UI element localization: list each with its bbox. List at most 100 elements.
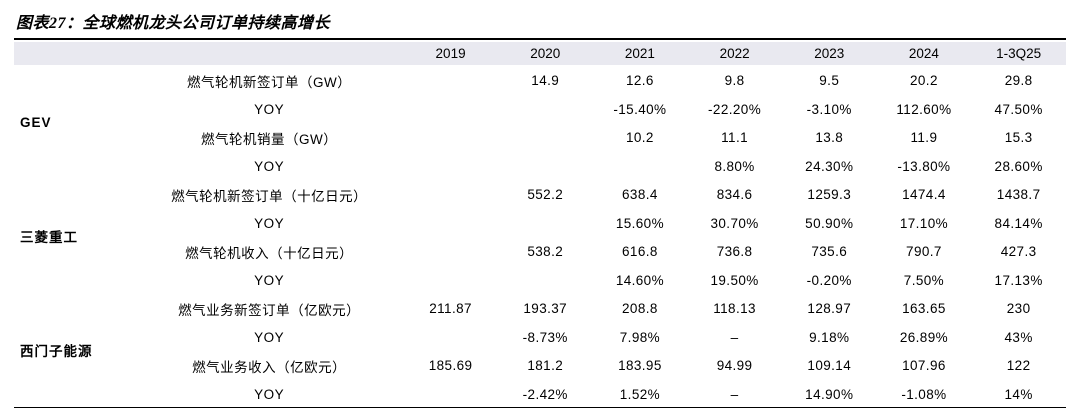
value-cell: 14.60%	[615, 272, 664, 288]
table-row: 燃气轮机收入（十亿日元） 538.2 616.8 736.8 735.6 790.7 427…	[14, 236, 1066, 267]
value-cell	[403, 381, 498, 408]
value-cell: 616.8	[622, 244, 658, 259]
metric-cell: 燃气轮机收入（十亿日元）	[185, 245, 354, 261]
table-row: YOY 8.80% 24.30% -13.80% 28.60%	[14, 153, 1066, 179]
metric-cell: YOY	[254, 386, 285, 402]
value-cell: 84.14%	[994, 215, 1043, 231]
value-cell: -22.20%	[708, 101, 762, 117]
value-cell	[403, 65, 498, 96]
value-cell: –	[730, 329, 739, 345]
metric-cell: YOY	[254, 158, 285, 174]
header-year: 2024	[876, 42, 972, 65]
value-cell: 181.2	[527, 358, 564, 373]
value-cell: 1259.3	[807, 187, 852, 202]
value-cell: 15.60%	[615, 215, 664, 231]
table-row: YOY -15.40% -22.20% -3.10% 112.60% 47.50%	[14, 96, 1066, 122]
value-cell: 26.89%	[899, 329, 949, 345]
value-cell: 163.65	[902, 301, 946, 316]
value-cell: 834.6	[716, 187, 753, 202]
value-cell: 552.2	[527, 187, 564, 202]
value-cell: 538.2	[527, 244, 564, 259]
table-row: YOY -2.42% 1.52% – 14.90% -1.08% 14%	[14, 381, 1066, 408]
value-cell: 230	[1006, 301, 1031, 316]
value-cell: -0.20%	[806, 272, 852, 288]
value-cell: 9.5	[819, 73, 840, 88]
value-cell: -13.80%	[897, 158, 951, 174]
value-cell: -3.10%	[806, 101, 852, 117]
table-row: YOY 15.60% 30.70% 50.90% 17.10% 84.14%	[14, 210, 1066, 236]
value-cell: -8.73%	[522, 329, 568, 345]
value-cell: 1474.4	[902, 187, 946, 202]
value-cell: 1438.7	[996, 187, 1041, 202]
table-row: YOY 14.60% 19.50% -0.20% 7.50% 17.13%	[14, 267, 1066, 293]
value-cell: 10.2	[625, 130, 654, 145]
value-cell: 29.8	[1004, 73, 1033, 88]
table-row: YOY -8.73% 7.98% – 9.18% 26.89% 43%	[14, 324, 1066, 350]
value-cell: 107.96	[902, 358, 946, 373]
company-cell: 西门子能源	[20, 344, 93, 359]
value-cell	[403, 210, 498, 236]
value-cell: 1.52%	[619, 386, 661, 402]
value-cell: 14%	[1004, 386, 1033, 402]
value-cell	[593, 153, 688, 179]
value-cell: 735.6	[811, 244, 848, 259]
metric-cell: 燃气轮机销量（GW）	[200, 131, 338, 147]
value-cell: –	[730, 386, 739, 402]
value-cell: 211.87	[429, 301, 472, 316]
value-cell: 185.69	[428, 358, 473, 373]
value-cell: 208.8	[622, 301, 658, 316]
header-year: 2022	[687, 42, 782, 65]
header-year: 2021	[592, 42, 688, 65]
data-table: 2019 2020 2021 2022 2023 2024 1-3Q25 GEV…	[14, 42, 1066, 408]
value-cell: 28.60%	[994, 158, 1043, 174]
value-cell: 20.2	[909, 73, 938, 88]
value-cell: 112.60%	[896, 101, 952, 117]
value-cell: 50.90%	[805, 215, 854, 231]
value-cell: 17.13%	[994, 272, 1043, 288]
header-year: 2023	[781, 42, 877, 65]
value-cell: 43%	[1004, 329, 1033, 345]
value-cell: 94.99	[716, 358, 753, 373]
value-cell	[498, 96, 593, 122]
value-cell: 19.50%	[710, 272, 759, 288]
value-cell: 11.9	[910, 130, 938, 145]
value-cell: 47.50%	[994, 101, 1043, 117]
metric-cell: YOY	[254, 329, 285, 345]
value-cell: 128.97	[807, 301, 852, 316]
value-cell	[403, 179, 498, 210]
header-row: 2019 2020 2021 2022 2023 2024 1-3Q25	[14, 42, 1066, 65]
metric-cell: 燃气轮机新签订单（十亿日元）	[171, 188, 368, 204]
value-cell: 638.4	[622, 187, 658, 202]
value-cell: 193.37	[523, 301, 568, 316]
metric-cell: 燃气轮机新签订单（GW）	[186, 74, 352, 90]
value-cell: 13.8	[815, 130, 844, 145]
table-row: 燃气业务收入（亿欧元） 185.69 181.2 183.95 94.99 109.14 1…	[14, 350, 1066, 381]
table-header: 2019 2020 2021 2022 2023 2024 1-3Q25	[14, 42, 1066, 65]
header-company-blank	[14, 42, 135, 65]
value-cell	[498, 267, 593, 293]
value-cell: 736.8	[716, 244, 753, 259]
figure-title: 图表27：全球燃机龙头公司订单持续高增长	[14, 6, 1066, 40]
value-cell: 9.18%	[809, 329, 850, 345]
value-cell: 30.70%	[710, 215, 759, 231]
value-cell	[403, 236, 498, 267]
value-cell	[403, 153, 498, 179]
table-row: GEV 燃气轮机新签订单（GW） 14.9 12.6 9.8 9.5 20.2 29.8	[14, 65, 1066, 130]
value-cell: 790.7	[906, 244, 942, 259]
value-cell: 9.8	[724, 73, 745, 88]
metric-cell: YOY	[254, 215, 285, 231]
header-year: 2019	[403, 42, 498, 65]
table-row: 三菱重工 燃气轮机新签订单（十亿日元） 552.2 638.4 834.6 1259.3 1…	[14, 179, 1066, 245]
value-cell: 14.9	[531, 73, 560, 88]
value-cell: 12.6	[625, 73, 654, 88]
value-cell: 17.10%	[899, 215, 949, 231]
value-cell	[498, 153, 593, 179]
value-cell: 122	[1006, 358, 1031, 373]
value-cell: 427.3	[1000, 244, 1037, 259]
header-year: 1-3Q25	[971, 42, 1066, 65]
value-cell	[403, 96, 498, 122]
value-cell: 7.50%	[903, 272, 945, 288]
value-cell: 109.14	[807, 358, 852, 373]
metric-cell: YOY	[254, 101, 285, 117]
